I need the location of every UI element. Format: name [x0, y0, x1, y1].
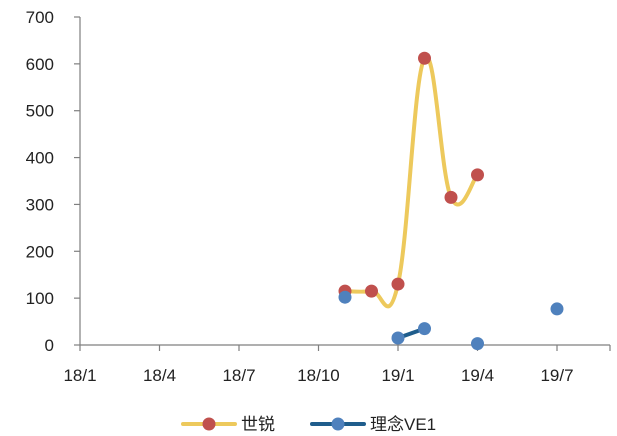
x-tick-label: 19/1 [381, 366, 414, 385]
series-1 [338, 51, 484, 309]
data-point [391, 277, 405, 291]
y-tick-label: 400 [26, 149, 54, 168]
data-point [365, 284, 378, 298]
legend-label: 世锐 [241, 415, 275, 434]
y-tick-label: 200 [26, 242, 54, 261]
data-point [471, 337, 484, 351]
y-tick-label: 100 [26, 289, 54, 308]
series-layer [338, 51, 564, 351]
y-tick-label: 500 [26, 102, 54, 121]
y-tick-label: 700 [26, 8, 54, 27]
y-tick-label: 600 [26, 55, 54, 74]
y-tick-label: 0 [45, 336, 54, 355]
legend-item: 世锐 [181, 415, 275, 434]
legend: 世锐 理念VE1 [181, 414, 436, 434]
x-tick-label: 18/7 [222, 366, 255, 385]
data-point [418, 51, 431, 65]
series-line [343, 54, 480, 309]
data-point [444, 190, 458, 204]
legend-marker-swatch [202, 417, 216, 431]
legend-marker-swatch [331, 417, 345, 431]
data-point [550, 302, 564, 316]
legend-label: 理念VE1 [370, 414, 436, 434]
data-point [418, 322, 431, 336]
x-tick-label: 19/7 [540, 366, 573, 385]
y-tick-label: 300 [26, 195, 54, 214]
series-2 [338, 290, 564, 351]
x-tick-label: 19/4 [461, 366, 494, 385]
axes: 0 100 200 300 400 500 600 700 18/1 18/4 18/7 18/10 1… [26, 8, 611, 385]
legend-item: 理念VE1 [310, 414, 436, 434]
data-point [391, 331, 405, 345]
data-point [338, 290, 352, 304]
x-tick-label: 18/10 [297, 366, 340, 385]
x-tick-label: 18/1 [63, 366, 96, 385]
data-point [471, 168, 484, 182]
x-tick-label: 18/4 [143, 366, 176, 385]
